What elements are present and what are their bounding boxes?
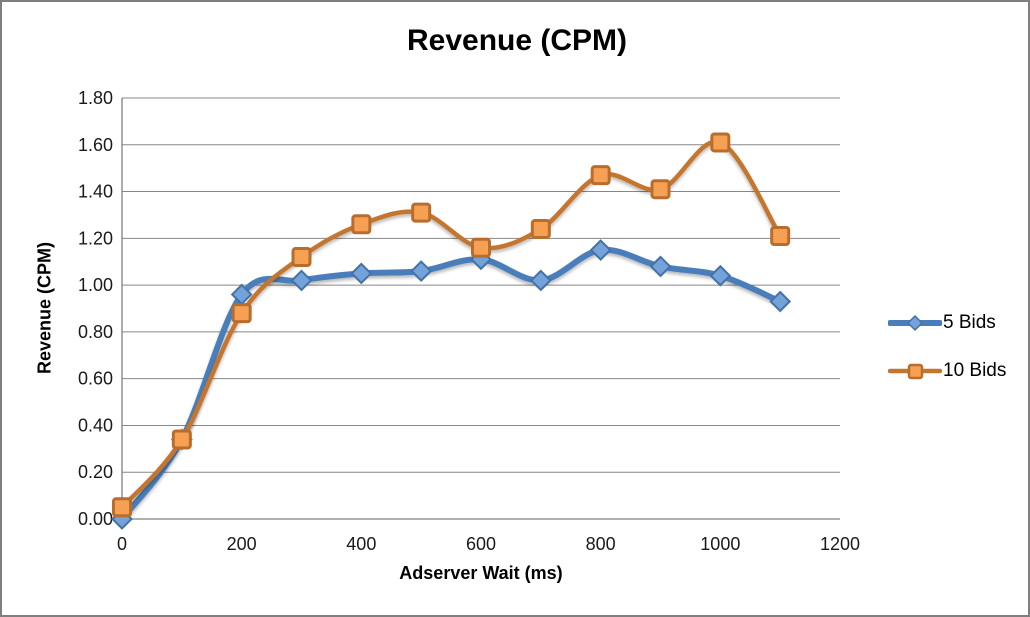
data-point-diamond [290,269,313,292]
data-point-square [710,132,731,153]
y-tick-label: 1.60 [78,135,113,155]
series-5-bids [111,239,792,530]
series-group [111,132,792,530]
legend-marker-icon [888,314,942,332]
x-tick-label: 1000 [700,534,740,554]
data-point-diamond [350,262,373,285]
y-tick-label: 0.20 [78,462,113,482]
data-point-square [112,497,132,518]
legend-square [907,363,924,380]
x-tick-label: 0 [117,534,127,554]
x-tick-label: 200 [227,534,257,554]
data-point-diamond [410,260,433,282]
data-point-square [351,214,372,235]
x-tick-label: 400 [346,534,376,554]
y-axis-tick-labels: 0.00 0.20 0.40 0.60 0.80 1.00 1.20 1.40 1.60 1.80 [78,88,113,529]
data-point-square [231,303,252,324]
data-point-diamond [589,239,612,261]
y-tick-label: 1.40 [78,182,113,202]
data-point-square [650,179,671,200]
legend-marker-icon [888,363,942,380]
chart-title: Revenue (CPM) [406,24,628,57]
y-tick-label: 1.20 [78,228,113,248]
legend-label: 5 Bids [943,312,996,333]
y-tick-label: 1.00 [78,275,113,295]
data-point-diamond [709,264,732,287]
legend-label: 10 Bids [943,360,1007,381]
x-tick-label: 600 [466,534,496,554]
legend-diamond [906,314,924,332]
data-point-square [530,218,551,239]
data-point-square [411,202,432,223]
x-tick-label: 1200 [820,534,860,554]
axes [121,98,840,520]
y-tick-label: 0.80 [78,322,113,342]
legend-item-5-bids: 5 Bids [888,299,1006,347]
y-tick-label: 0.00 [78,509,113,529]
series-line [119,246,784,522]
legend: 5 Bids 10 Bids [888,299,1006,395]
data-point-square [171,429,192,450]
data-point-square [471,237,491,258]
gridlines [122,97,840,520]
y-tick-label: 0.60 [78,369,113,389]
y-tick-label: 0.40 [78,415,113,435]
data-point-square [590,165,611,186]
data-point-diamond [529,269,552,292]
data-point-diamond [769,290,792,313]
series-10-bids [112,132,791,518]
legend-item-10-bids: 10 Bids [888,347,1006,395]
data-point-square [770,225,791,246]
y-tick-label: 1.80 [78,88,113,108]
data-point-diamond [649,255,672,278]
x-tick-label: 800 [586,534,616,554]
data-point-square [291,247,312,268]
x-axis-tick-labels: 0 200 400 600 800 1000 1200 [117,534,860,554]
x-axis-title: Adserver Wait (ms) [399,563,563,583]
series-line [119,139,783,510]
